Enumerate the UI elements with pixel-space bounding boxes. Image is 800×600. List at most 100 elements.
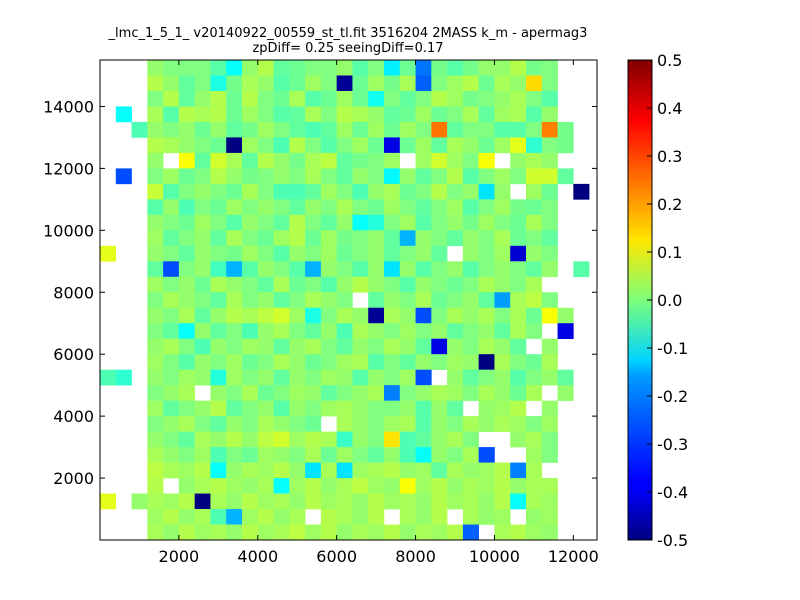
heatmap-cell — [399, 261, 416, 278]
heatmap-cell — [336, 214, 353, 231]
heatmap-cell — [210, 478, 227, 494]
heatmap-cell — [352, 168, 369, 185]
heatmap-cell — [226, 214, 243, 231]
heatmap-cell — [210, 137, 227, 154]
heatmap-cell — [242, 524, 259, 540]
heatmap-cell — [352, 323, 369, 340]
heatmap-cell — [289, 199, 306, 216]
heatmap-cell — [494, 307, 511, 324]
heatmap-cell — [415, 478, 432, 494]
heatmap-cell — [305, 431, 322, 448]
heatmap-cell — [336, 199, 353, 216]
heatmap-cell — [384, 245, 401, 262]
heatmap-cell — [557, 385, 574, 401]
heatmap-cell — [194, 354, 211, 370]
heatmap-cell — [541, 416, 558, 432]
heatmap-cell — [242, 121, 259, 138]
heatmap-cell — [147, 524, 164, 540]
heatmap-cell — [415, 292, 432, 309]
heatmap-cell — [163, 447, 180, 463]
heatmap-cell — [242, 292, 259, 309]
heatmap-cell — [384, 369, 401, 386]
heatmap-cell — [384, 385, 401, 401]
colorbar-tick-label: -0.3 — [657, 435, 688, 454]
heatmap-cell — [226, 75, 243, 92]
heatmap-cell — [352, 106, 369, 123]
heatmap-cell — [289, 354, 306, 370]
heatmap-cell — [147, 493, 164, 510]
heatmap-cell — [226, 230, 243, 247]
heatmap-cell — [210, 462, 227, 479]
heatmap-cell — [541, 90, 558, 107]
heatmap-cell — [510, 245, 527, 262]
heatmap-cell — [478, 106, 495, 123]
heatmap-cell — [147, 385, 164, 401]
heatmap-cell — [494, 323, 511, 340]
heatmap-cell — [399, 416, 416, 432]
heatmap-cell — [273, 230, 290, 247]
heatmap-cell — [415, 416, 432, 432]
heatmap-cell — [557, 137, 574, 154]
heatmap-cell — [478, 245, 495, 262]
heatmap-cell — [541, 369, 558, 386]
heatmap-cell — [447, 447, 464, 463]
heatmap-cell — [462, 121, 479, 138]
colorbar-tick-label: 0.1 — [657, 243, 682, 262]
y-axis: 2000 4000 6000 8000 10000 12000 14000 — [43, 97, 597, 488]
heatmap-cell — [336, 183, 353, 200]
heatmap-cell — [273, 400, 290, 417]
heatmap-cell — [447, 400, 464, 417]
y-tick-label: 12000 — [43, 159, 94, 178]
heatmap-cell — [399, 524, 416, 540]
heatmap-cell — [510, 478, 527, 494]
heatmap-cell — [163, 493, 180, 510]
heatmap-cell — [384, 524, 401, 540]
heatmap-cell — [242, 276, 259, 293]
heatmap-cell — [178, 354, 195, 370]
heatmap-cell — [431, 137, 448, 154]
heatmap-cell — [478, 75, 495, 92]
heatmap-cell — [147, 90, 164, 107]
heatmap-cell — [384, 106, 401, 123]
heatmap-cell — [384, 137, 401, 154]
heatmap-cell — [462, 214, 479, 231]
heatmap-cell — [336, 369, 353, 386]
heatmap-cell — [510, 137, 527, 154]
heatmap-cell — [431, 416, 448, 432]
heatmap-cell — [415, 493, 432, 510]
heatmap-cell — [494, 245, 511, 262]
heatmap-cell — [462, 493, 479, 510]
heatmap-cell — [541, 354, 558, 370]
heatmap-cell — [163, 106, 180, 123]
heatmap-cell — [399, 323, 416, 340]
heatmap-cell — [478, 152, 495, 169]
heatmap-cell — [541, 292, 558, 309]
heatmap-cell — [447, 230, 464, 247]
heatmap-cell — [336, 137, 353, 154]
heatmap-cell — [399, 354, 416, 370]
heatmap-cell — [462, 431, 479, 448]
heatmap-cell — [431, 214, 448, 231]
heatmap-cell — [289, 323, 306, 340]
heatmap-cell — [352, 121, 369, 138]
heatmap-cell — [194, 478, 211, 494]
heatmap-cell — [368, 447, 385, 463]
heatmap-cell — [557, 369, 574, 386]
heatmap-cell — [210, 199, 227, 216]
heatmap-cell — [352, 431, 369, 448]
heatmap-cell — [384, 199, 401, 216]
heatmap-cell — [494, 524, 511, 540]
heatmap-cell — [210, 354, 227, 370]
heatmap-cell — [242, 462, 259, 479]
heatmap-cell — [226, 431, 243, 448]
heatmap-cell — [447, 137, 464, 154]
heatmap-cell — [462, 416, 479, 432]
heatmap-cell — [541, 152, 558, 169]
heatmap-cell — [447, 307, 464, 324]
heatmap-cell — [352, 462, 369, 479]
heatmap-cell — [494, 462, 511, 479]
colorbar-tick-label: -0.1 — [657, 339, 688, 358]
heatmap-cell — [178, 75, 195, 92]
heatmap-cell — [368, 323, 385, 340]
y-tick-label: 2000 — [53, 469, 94, 488]
